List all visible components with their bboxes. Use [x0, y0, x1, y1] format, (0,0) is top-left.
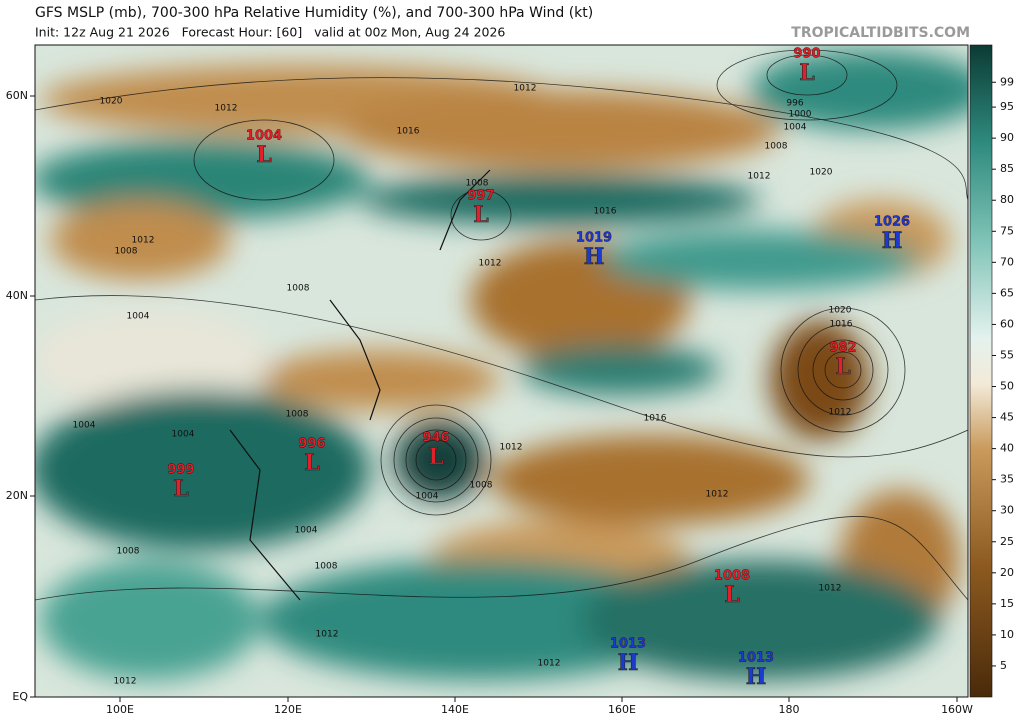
- colorbar: [969, 44, 993, 698]
- colorbar-label: 85: [1000, 162, 1014, 175]
- colorbar-label: 95: [1000, 100, 1014, 113]
- center-pressure: 1013: [610, 637, 646, 652]
- center-pressure: 982: [829, 341, 856, 356]
- lon-label: 160W: [941, 703, 973, 716]
- center-pressure: 1013: [738, 651, 774, 666]
- colorbar-label: 75: [1000, 224, 1014, 237]
- isobar-label: 1012: [748, 172, 771, 182]
- map-frame: [34, 44, 969, 698]
- isobar-label: 1020: [810, 168, 833, 178]
- isobar-label: 1012: [316, 630, 339, 640]
- center-pressure: 996: [298, 437, 325, 452]
- isobar-label: 1016: [644, 414, 667, 424]
- map-field: [35, 45, 968, 697]
- isobar-label: 1004: [73, 421, 96, 431]
- lon-label: 180: [779, 703, 800, 716]
- isobar-label: 1004: [295, 526, 318, 536]
- center-pressure: 1008: [714, 569, 750, 584]
- isobar-label: 1016: [397, 127, 420, 137]
- isobar-label: 996: [786, 99, 803, 109]
- isobar-label: 1012: [538, 659, 561, 669]
- isobar-label: 1008: [470, 481, 493, 491]
- center-pressure: 997: [467, 189, 494, 204]
- colorbar-label: 40: [1000, 442, 1014, 455]
- center-letter: L: [835, 354, 850, 380]
- isobar-label: 1008: [117, 547, 140, 557]
- isobar-label: 1000: [789, 110, 812, 120]
- isobar-label: 1004: [127, 312, 150, 322]
- colorbar-label: 35: [1000, 473, 1014, 486]
- center-letter: L: [256, 142, 271, 168]
- colorbar-label: 20: [1000, 566, 1014, 579]
- subtitle: Init: 12z Aug 21 2026 Forecast Hour: [60…: [35, 25, 505, 40]
- colorbar-label: 70: [1000, 255, 1014, 268]
- lat-label: 40N: [6, 289, 28, 302]
- center-letter: L: [173, 476, 188, 502]
- colorbar-label: 55: [1000, 348, 1014, 361]
- center-pressure: 1004: [246, 129, 282, 144]
- isobar-label: 1012: [114, 677, 137, 687]
- center-pressure: 946: [422, 431, 449, 446]
- isobar-label: 1012: [500, 443, 523, 453]
- isobar-label: 1008: [287, 284, 310, 294]
- colorbar-label: 50: [1000, 380, 1014, 393]
- center-letter: H: [746, 664, 767, 690]
- colorbar-label: 90: [1000, 131, 1014, 144]
- lat-label: 60N: [6, 89, 28, 102]
- lat-label: 20N: [6, 489, 28, 502]
- colorbar-label: 99: [1000, 75, 1014, 88]
- colorbar-label: 30: [1000, 504, 1014, 517]
- isobar-label: 1012: [819, 584, 842, 594]
- isobar-label: 1008: [466, 179, 489, 189]
- isobar-label: 1008: [315, 562, 338, 572]
- lat-label: EQ: [12, 690, 28, 703]
- title: GFS MSLP (mb), 700-300 hPa Relative Humi…: [35, 5, 593, 21]
- isobar-label: 1020: [829, 306, 852, 316]
- isobar-label: 1004: [784, 123, 807, 133]
- colorbar-label: 10: [1000, 628, 1014, 641]
- isobar-label: 1008: [286, 410, 309, 420]
- center-letter: L: [428, 444, 443, 470]
- colorbar-label: 15: [1000, 597, 1014, 610]
- center-pressure: 1019: [576, 231, 612, 246]
- isobar-label: 1012: [829, 408, 852, 418]
- isobar-label: 1020: [100, 97, 123, 107]
- isobar-label: 1012: [132, 236, 155, 246]
- watermark: TROPICALTIDBITS.COM: [791, 25, 970, 41]
- isobar-label: 1012: [514, 84, 537, 94]
- isobar-label: 1008: [115, 247, 138, 257]
- colorbar-label: 65: [1000, 286, 1014, 299]
- isobar-label: 1012: [479, 259, 502, 269]
- center-pressure: 990: [793, 47, 820, 62]
- colorbar-label: 80: [1000, 193, 1014, 206]
- colorbar-label: 60: [1000, 317, 1014, 330]
- colorbar-label: 5: [1000, 659, 1007, 672]
- center-pressure: 1026: [874, 215, 910, 230]
- isobar-label: 1012: [706, 490, 729, 500]
- lon-label: 160E: [608, 703, 636, 716]
- isobar-label: 1008: [765, 142, 788, 152]
- colorbar-label: 45: [1000, 411, 1014, 424]
- center-letter: L: [304, 450, 319, 476]
- lon-label: 120E: [274, 703, 302, 716]
- center-letter: L: [724, 582, 739, 608]
- center-letter: L: [473, 202, 488, 228]
- colorbar-label: 25: [1000, 535, 1014, 548]
- lon-label: 140E: [441, 703, 469, 716]
- center-letter: H: [618, 650, 639, 676]
- lon-label: 100E: [106, 703, 134, 716]
- center-letter: H: [882, 228, 903, 254]
- isobar-label: 1016: [830, 320, 853, 330]
- center-letter: H: [584, 244, 605, 270]
- isobar-label: 1012: [215, 104, 238, 114]
- isobar-label: 1004: [416, 492, 439, 502]
- isobar-label: 1004: [172, 430, 195, 440]
- center-letter: L: [799, 60, 814, 86]
- center-pressure: 999: [167, 463, 194, 478]
- isobar-label: 1016: [594, 207, 617, 217]
